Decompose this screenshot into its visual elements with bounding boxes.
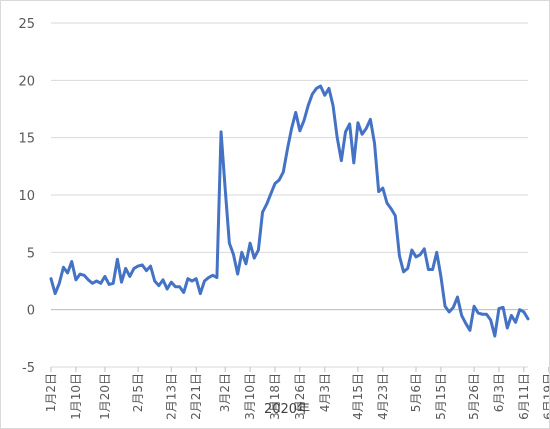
y-tick-label: -5 xyxy=(22,361,35,376)
x-tick-label: 5月15日 xyxy=(434,373,448,420)
x-axis-label: 2020年 xyxy=(264,402,310,417)
x-tick-label: 4月3日 xyxy=(318,373,332,412)
x-tick-label: 2月5日 xyxy=(131,373,145,412)
x-tick-label: 2月13日 xyxy=(164,373,178,420)
x-tick-label: 6月11日 xyxy=(517,373,531,420)
x-tick-label: 6月3日 xyxy=(492,373,506,412)
x-tick-label: 3月10日 xyxy=(243,373,257,420)
y-tick-label: 20 xyxy=(18,74,35,89)
x-tick-label: 4月15日 xyxy=(351,373,365,420)
x-tick-label: 4月23日 xyxy=(376,373,390,420)
x-tick-label: 1月20日 xyxy=(98,373,112,420)
series-line xyxy=(49,84,530,338)
series-layer xyxy=(49,84,530,338)
x-tick-label: 1月10日 xyxy=(69,373,83,420)
x-tick-label: 2月21日 xyxy=(189,373,203,420)
x-tick-label: 6月19日 xyxy=(542,373,549,420)
x-tick-label: 5月6日 xyxy=(409,373,423,412)
y-tick-label: 0 xyxy=(27,304,35,319)
y-tick-label: 25 xyxy=(18,17,35,32)
x-tick-label: 1月2日 xyxy=(44,373,58,412)
x-tick-label: 3月2日 xyxy=(218,373,232,412)
gridlines xyxy=(51,22,528,368)
x-tick-label: 3月26日 xyxy=(293,373,307,420)
y-tick-label: 15 xyxy=(18,132,35,147)
y-tick-label: 10 xyxy=(18,189,35,204)
x-tick-label: 5月26日 xyxy=(467,373,481,420)
y-tick-label: 5 xyxy=(27,246,35,261)
x-axis-ticks: 1月2日 1月10日 1月20日 2月5日 2月13日 2月21日 3月2日 3月10日 3月1… xyxy=(44,367,549,420)
y-axis-ticks: 25 20 15 10 5 0 -5 xyxy=(18,17,35,376)
x-tick-label: 3月18日 xyxy=(268,373,282,420)
